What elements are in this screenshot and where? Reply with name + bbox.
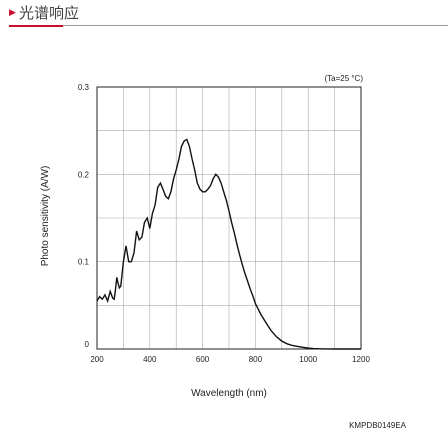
y-tick-label: 0.1	[78, 258, 90, 267]
sensitivity-curve	[96, 138, 361, 350]
section-header: ▶ 光谱响应	[0, 0, 448, 30]
x-tick-label: 400	[143, 355, 157, 364]
figure-code: KMPDB0149EA	[349, 421, 407, 430]
x-axis-title: Wavelength (nm)	[191, 388, 267, 399]
header-divider-line	[63, 25, 448, 26]
header-accent-line	[9, 25, 63, 27]
section-title: 光谱响应	[19, 4, 80, 22]
x-tick-label: 200	[90, 355, 104, 364]
y-axis-ticks: 0 0.1 0.2 0.3	[78, 83, 90, 349]
y-tick-label: 0	[85, 340, 90, 349]
x-axis-ticks: 200 400 600 800 1000 1200	[90, 355, 370, 364]
chart-grid	[97, 87, 361, 349]
y-tick-label: 0.2	[78, 170, 90, 179]
x-tick-label: 800	[249, 355, 263, 364]
x-tick-label: 600	[196, 355, 210, 364]
x-tick-label: 1200	[352, 355, 370, 364]
x-tick-label: 1000	[299, 355, 317, 364]
plot-frame	[96, 86, 362, 350]
condition-note: (Ta=25 °C)	[324, 74, 363, 83]
triangle-bullet-icon: ▶	[9, 7, 16, 17]
y-tick-label: 0.3	[78, 83, 90, 92]
y-axis-title: Photo sensitivity (A/W)	[40, 166, 51, 267]
